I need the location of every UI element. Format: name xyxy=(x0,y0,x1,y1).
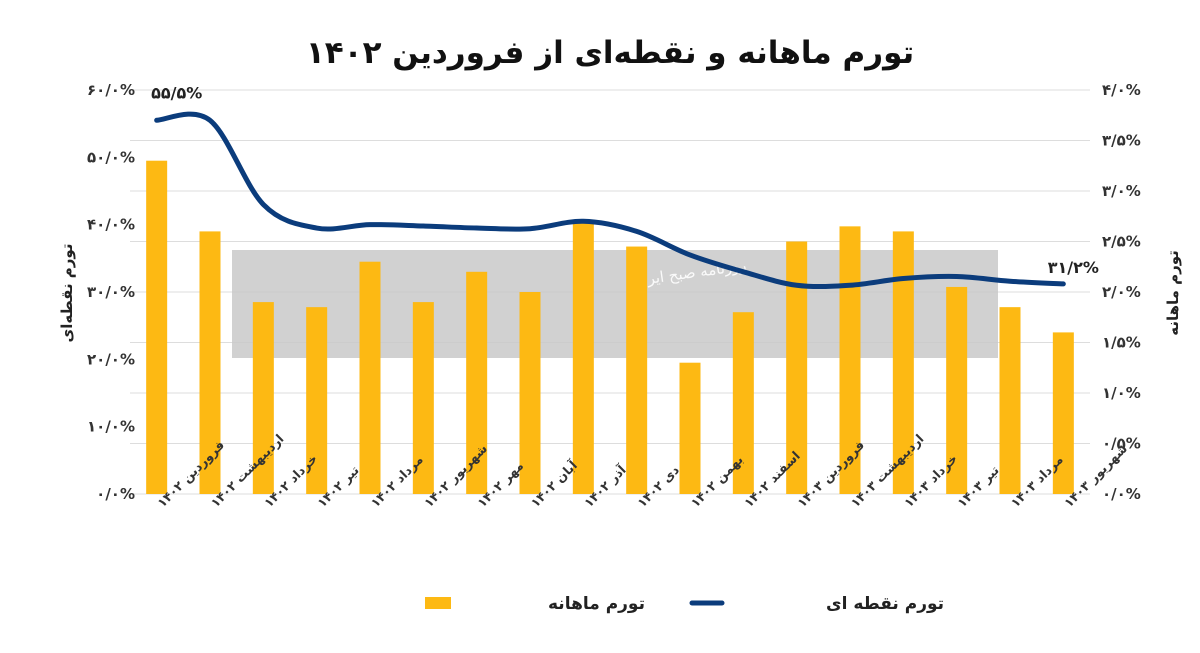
bar xyxy=(732,312,754,494)
right-tick-label: ۴/۰% xyxy=(1102,81,1141,99)
watermark: روزنامه صبح ایران xyxy=(232,250,998,358)
right-tick-label: ۳/۵% xyxy=(1102,132,1141,150)
bar xyxy=(1052,332,1074,494)
right-tick-label: ۲/۵% xyxy=(1102,233,1141,251)
left-tick-label: ۶۰/۰% xyxy=(87,81,135,99)
right-tick-label: ۱/۵% xyxy=(1102,334,1141,352)
data-label: ۳۱/۲% xyxy=(1048,258,1099,277)
legend-label-bar: تورم ماهانه xyxy=(548,594,645,614)
left-tick-label: ۱۰/۰% xyxy=(87,418,135,436)
bar xyxy=(519,292,541,494)
legend: تورم ماهانه تورم نقطه ای xyxy=(425,594,944,614)
left-tick-label: ۴۰/۰% xyxy=(87,216,135,234)
bar xyxy=(359,261,381,494)
left-axis-ticks: ۰/۰% ۱۰/۰% ۲۰/۰% ۳۰/۰% ۴۰/۰% ۵۰/۰% ۶۰/۰% xyxy=(87,81,135,503)
right-tick-label: ۳/۰% xyxy=(1102,182,1141,200)
bar xyxy=(839,226,861,494)
bar xyxy=(572,221,594,495)
bar xyxy=(679,362,701,494)
left-tick-label: ۵۰/۰% xyxy=(87,148,135,166)
legend-swatch-bar xyxy=(425,597,451,609)
right-tick-label: ۲/۰% xyxy=(1102,283,1141,301)
bar xyxy=(412,302,434,494)
bar xyxy=(786,241,808,494)
bar xyxy=(946,286,968,494)
bar xyxy=(466,271,488,494)
legend-label-line: تورم نقطه ای xyxy=(826,594,944,614)
left-tick-label: ۳۰/۰% xyxy=(87,283,135,301)
bar xyxy=(306,307,328,494)
bar xyxy=(199,231,221,494)
line-path xyxy=(154,111,1066,290)
left-tick-label: ۲۰/۰% xyxy=(87,350,135,368)
left-axis-title: تورم نقطه‌ای xyxy=(58,244,76,343)
line-series xyxy=(154,111,1066,290)
bar xyxy=(146,160,168,494)
right-axis-title: تورم ماهانه xyxy=(1164,250,1182,336)
right-tick-label: ۰/۵% xyxy=(1102,435,1141,453)
bar-series xyxy=(146,160,1074,495)
right-tick-label: ۰/۰% xyxy=(1102,485,1141,503)
bar xyxy=(626,246,648,494)
data-label: ۵۵/۵% xyxy=(151,83,202,102)
annotations: ۵۵/۵% ۳۱/۲% xyxy=(151,83,1099,277)
bar xyxy=(892,231,914,494)
chart-title: تورم ماهانه و نقطه‌ای از فروردین ۱۴۰۲ xyxy=(306,35,914,71)
watermark-band xyxy=(232,250,998,358)
bar xyxy=(999,307,1021,494)
bar xyxy=(252,302,274,494)
left-tick-label: ۰/۰% xyxy=(96,485,135,503)
right-tick-label: ۱/۰% xyxy=(1102,384,1141,402)
right-axis-ticks: ۰/۰% ۰/۵% ۱/۰% ۱/۵% ۲/۰% ۲/۵% ۳/۰% ۳/۵% ۴/۰% xyxy=(1102,81,1141,503)
